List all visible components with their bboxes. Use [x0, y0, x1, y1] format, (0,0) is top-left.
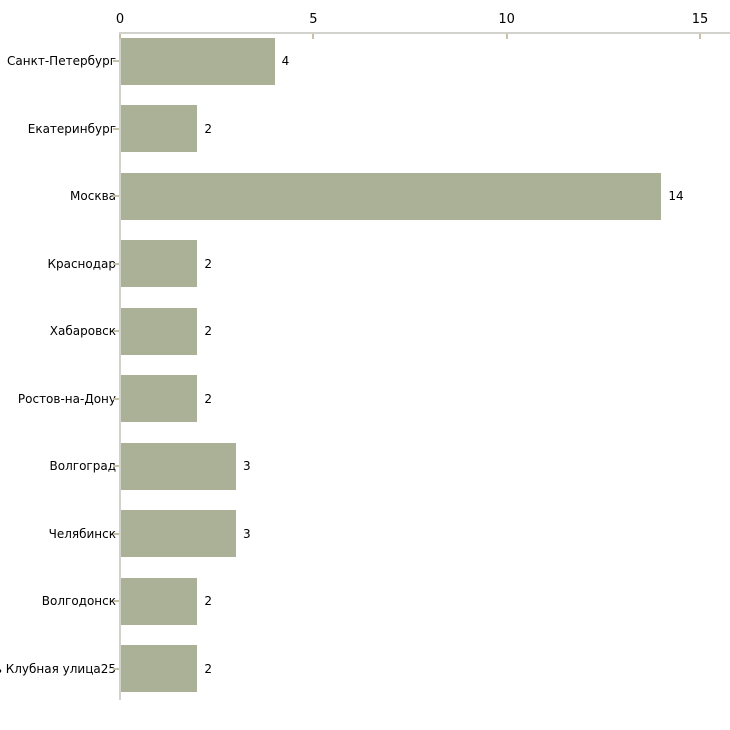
bar-value-label: 3 — [243, 459, 251, 473]
bar-value-label: 2 — [204, 391, 212, 406]
bar-value-label: 2 — [204, 661, 212, 676]
bar-value-label: 2 — [204, 121, 212, 136]
bar — [121, 510, 236, 557]
bar — [121, 577, 198, 625]
category-label: иль Клубная улица25 — [0, 661, 116, 676]
bar — [121, 307, 198, 355]
category-label: Екатеринбург — [27, 121, 116, 136]
x-axis-tick — [699, 34, 701, 39]
bar — [121, 105, 198, 152]
bar — [121, 375, 198, 422]
y-axis-line — [119, 32, 121, 700]
category-tick — [113, 262, 119, 265]
category-tick — [113, 667, 119, 670]
category-label: Краснодар — [47, 256, 116, 271]
category-label: Челябинск — [48, 526, 116, 541]
bar-value-label: 2 — [204, 324, 212, 338]
category-tick — [113, 127, 119, 130]
x-axis-tick-label: 10 — [498, 12, 515, 27]
bar — [121, 172, 662, 220]
bar — [121, 645, 198, 692]
category-label: Хабаровск — [49, 324, 116, 338]
bar-value-label: 14 — [668, 189, 684, 203]
category-tick — [113, 195, 119, 197]
bar-value-label: 2 — [204, 256, 212, 271]
bar — [121, 240, 198, 287]
x-axis-line — [119, 32, 730, 34]
bar-value-label: 4 — [281, 54, 290, 68]
category-label: Санкт-Петербург — [7, 54, 116, 68]
category-tick — [113, 397, 119, 400]
category-tick — [113, 330, 119, 332]
category-tick — [113, 600, 119, 602]
bar — [121, 37, 275, 85]
category-label: Ростов-на-Дону — [17, 391, 116, 406]
x-axis-tick — [505, 34, 508, 39]
bar — [121, 442, 236, 490]
x-axis-tick — [312, 34, 315, 39]
category-label: Волгоград — [49, 459, 116, 473]
category-label: Москва — [70, 189, 116, 203]
bar-value-label: 2 — [204, 594, 212, 608]
category-label: Волгодонск — [41, 594, 116, 608]
x-axis-tick — [119, 34, 121, 39]
x-axis-tick-label: 15 — [691, 12, 709, 27]
x-axis-tick-label: 5 — [309, 12, 318, 27]
x-axis-tick-label: 0 — [115, 12, 125, 27]
category-tick — [113, 60, 119, 62]
category-tick — [113, 465, 119, 467]
bar-value-label: 3 — [243, 526, 251, 541]
category-tick — [113, 532, 119, 535]
